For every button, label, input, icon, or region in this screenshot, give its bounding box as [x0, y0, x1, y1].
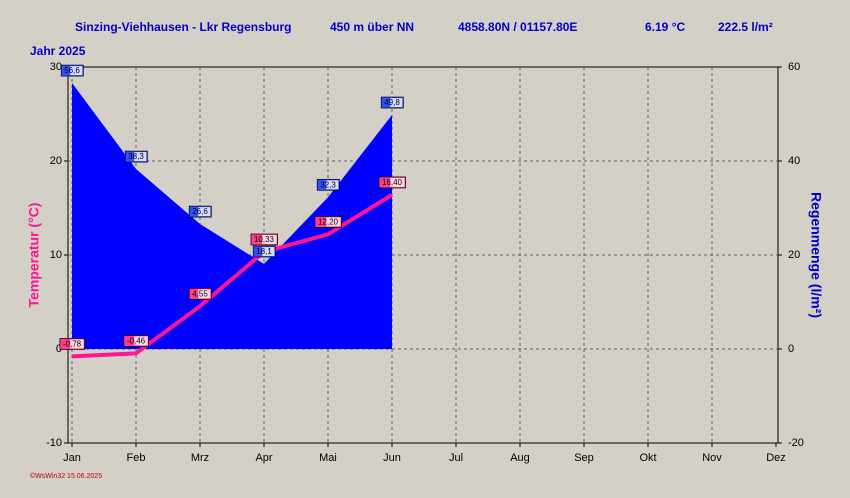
y-tick-label: 0 — [56, 343, 62, 355]
altitude: 450 m über NN — [330, 20, 414, 34]
y2-tick-label: 0 — [788, 343, 794, 355]
value-label-inner — [198, 289, 211, 299]
value-label: 12,20 — [318, 217, 339, 226]
x-tick-label: Nov — [702, 452, 722, 464]
x-tick-label: Jul — [449, 452, 463, 464]
value-label-inner — [390, 177, 405, 187]
y2-tick-label: 60 — [788, 61, 800, 73]
x-tick-label: Okt — [639, 452, 656, 464]
value-label: 16,40 — [382, 178, 403, 187]
y-tick-label: 10 — [50, 249, 62, 261]
value-label-inner — [262, 235, 277, 245]
value-label-inner — [326, 180, 339, 190]
footer: ©WsWin32 15.06.2025 — [30, 472, 102, 480]
x-tick-label: Mrz — [191, 452, 209, 464]
value-label-inner — [198, 207, 211, 217]
value-label: 26,6 — [192, 207, 208, 216]
value-label-inner — [390, 98, 403, 108]
value-label: 38,3 — [128, 152, 144, 161]
value-label: -0,78 — [63, 339, 82, 348]
y2-tick-label: -20 — [788, 437, 804, 449]
value-label: -0,46 — [127, 336, 146, 345]
y2-axis-title: Regenmenge (l/m²) — [808, 192, 824, 318]
value-label-inner — [326, 217, 341, 227]
y-tick-label: 20 — [50, 155, 62, 167]
value-label: 18,1 — [256, 247, 272, 256]
coordinates: 4858.80N / 01157.80E — [458, 20, 577, 34]
value-label: 32,3 — [320, 180, 336, 189]
value-label-inner — [262, 247, 275, 257]
mean-temperature: 6.19 °C — [645, 20, 685, 34]
x-tick-label: Sep — [574, 452, 594, 464]
value-label-inner — [70, 339, 84, 349]
year-label: Jahr 2025 — [30, 44, 86, 58]
value-label: 4,55 — [192, 289, 208, 298]
y2-tick-label: 40 — [788, 155, 800, 167]
x-tick-label: Mai — [319, 452, 337, 464]
x-tick-label: Jan — [63, 452, 81, 464]
value-label: 10,33 — [254, 235, 275, 244]
y-axis-title: Temperatur (°C) — [26, 203, 42, 308]
y-tick-label: 30 — [50, 61, 62, 73]
y-tick-label: -10 — [46, 437, 62, 449]
rain-area — [72, 82, 392, 349]
x-tick-label: Feb — [127, 452, 146, 464]
x-tick-label: Aug — [510, 452, 530, 464]
value-label: 56,6 — [64, 66, 80, 75]
x-tick-label: Jun — [383, 452, 401, 464]
station-name: Sinzing-Viehhausen - Lkr Regensburg — [75, 20, 291, 34]
value-label-inner — [134, 152, 147, 162]
total-rain: 222.5 l/m² — [718, 20, 773, 34]
value-label-inner — [70, 66, 83, 76]
x-tick-label: Apr — [255, 452, 272, 464]
value-label-inner — [134, 336, 148, 346]
y2-tick-label: 20 — [788, 249, 800, 261]
value-label: 49,8 — [384, 98, 400, 107]
x-tick-label: Dez — [766, 452, 786, 464]
